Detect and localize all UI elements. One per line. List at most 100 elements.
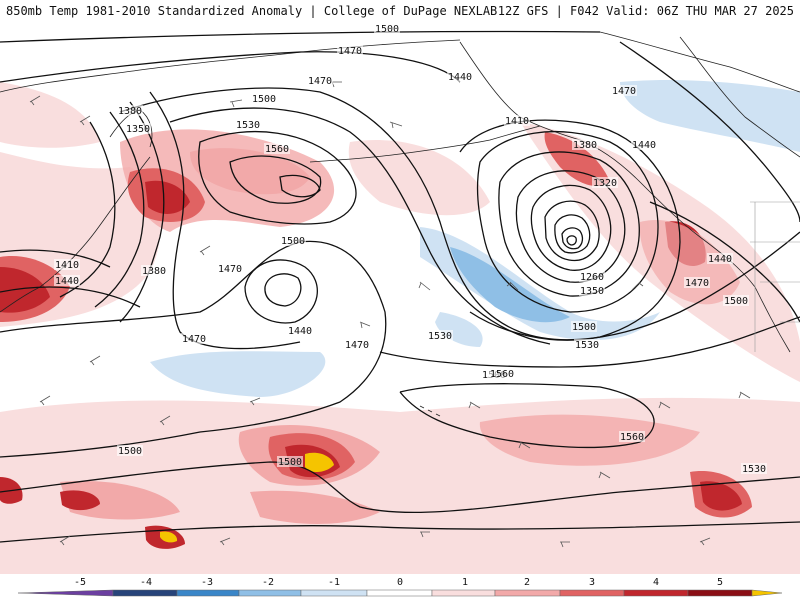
anomaly-area bbox=[60, 481, 180, 520]
height-contour bbox=[554, 214, 591, 254]
colorbar-tick-label: 1 bbox=[462, 577, 468, 588]
header-bar: 850mb Temp 1981-2010 Standardized Anomal… bbox=[0, 0, 800, 22]
contour-label-bg bbox=[117, 445, 143, 456]
contour-label: 1500 bbox=[724, 296, 748, 307]
wind-barb bbox=[389, 121, 403, 129]
contour-label: 1560 bbox=[490, 369, 514, 380]
colorbar-tick-label: 2 bbox=[524, 577, 530, 588]
wind-barb bbox=[359, 321, 371, 329]
anomaly-area bbox=[60, 490, 100, 511]
contour-label-bg bbox=[117, 105, 143, 116]
contour-label: 1440 bbox=[448, 72, 472, 83]
anomaly-area bbox=[0, 267, 50, 313]
wind-barb bbox=[89, 355, 101, 366]
coastline bbox=[679, 36, 800, 158]
colorbar-swatch bbox=[623, 589, 689, 597]
height-contour bbox=[59, 121, 116, 298]
wind-barb bbox=[598, 471, 611, 479]
contour-label: 1500 bbox=[278, 457, 302, 468]
height-contour bbox=[0, 286, 141, 308]
anomaly-area bbox=[639, 220, 740, 305]
wind-barb bbox=[199, 245, 211, 256]
anomaly-area bbox=[479, 414, 700, 466]
anomaly-shading bbox=[0, 80, 800, 574]
coastline bbox=[419, 405, 441, 417]
contour-label: 1440 bbox=[288, 326, 312, 337]
height-contour bbox=[0, 30, 601, 43]
contour-label: 1380 bbox=[118, 106, 142, 117]
anomaly-area bbox=[620, 80, 800, 152]
wind-barb bbox=[39, 395, 51, 406]
contour-label-bg bbox=[427, 330, 453, 341]
colorbar-swatch bbox=[751, 589, 783, 597]
colorbar: -5 -4 -3 -2 -1 0 1 2 3 4 5 bbox=[17, 577, 783, 597]
anomaly-area bbox=[348, 140, 490, 216]
contour-label-bg bbox=[217, 263, 243, 274]
anomaly-area bbox=[150, 351, 326, 397]
contour-label: 1410 bbox=[55, 260, 79, 271]
colorbar-swatch bbox=[559, 589, 625, 597]
wind-barb bbox=[249, 397, 261, 406]
contour-label-bg bbox=[125, 123, 151, 134]
height-contour bbox=[279, 174, 321, 198]
colorbar-tick-label: -3 bbox=[201, 577, 213, 588]
contour-label-bg bbox=[54, 275, 80, 286]
contour-label: 1500 bbox=[118, 446, 142, 457]
wind-barb bbox=[658, 401, 671, 409]
contour-label: 1470 bbox=[612, 86, 636, 97]
contour-label: 1470 bbox=[685, 278, 709, 289]
contour-label-bg bbox=[574, 339, 600, 350]
colorbar-swatch bbox=[238, 589, 302, 597]
colorbar-tick-label: 5 bbox=[717, 577, 723, 588]
contour-label: 1500 bbox=[375, 24, 399, 35]
anomaly-area bbox=[145, 180, 190, 214]
wind-barb bbox=[518, 441, 531, 449]
contour-label-bg bbox=[374, 23, 400, 34]
contour-label-bg bbox=[337, 45, 363, 56]
height-contour bbox=[94, 111, 145, 308]
wind-barb bbox=[631, 281, 644, 291]
colorbar-tick-label: -1 bbox=[328, 577, 340, 588]
map-title: 850mb Temp 1981-2010 Standardized Anomal… bbox=[6, 4, 498, 18]
colorbar-tick-label: -5 bbox=[74, 577, 86, 588]
anomaly-area bbox=[544, 132, 610, 187]
contour-label: 1500 bbox=[252, 94, 276, 105]
contour-label: 1260 bbox=[580, 272, 604, 283]
contour-label: 1440 bbox=[632, 140, 656, 151]
contour-label: 1560 bbox=[620, 432, 644, 443]
wind-barb bbox=[418, 281, 431, 291]
contour-label: 1410 bbox=[505, 116, 529, 127]
wind-barb bbox=[29, 95, 41, 106]
height-contour bbox=[379, 316, 800, 368]
contour-label-bg bbox=[579, 271, 605, 282]
contour-label-bg bbox=[723, 295, 749, 306]
wind-barb bbox=[738, 391, 751, 399]
height-contour bbox=[619, 41, 800, 223]
contour-labels: 1500 1470 1470 1440 1470 1500 1380 1350 1530 1560… bbox=[54, 23, 767, 475]
contour-label: 1530 bbox=[742, 464, 766, 475]
contour-label-bg bbox=[54, 259, 80, 270]
height-contour bbox=[0, 521, 800, 543]
height-contour bbox=[244, 259, 318, 324]
contour-label: 1530 bbox=[575, 340, 599, 351]
colorbar-swatch bbox=[17, 589, 114, 597]
contour-label: 1470 bbox=[218, 264, 242, 275]
run-info: 12Z GFS | F042 Valid: 06Z THU MAR 27 202… bbox=[497, 4, 794, 18]
wind-barb bbox=[468, 401, 481, 409]
contour-label-bg bbox=[707, 253, 733, 264]
anomaly-area bbox=[700, 481, 742, 511]
height-contour bbox=[0, 461, 800, 514]
contour-label: 1380 bbox=[573, 140, 597, 151]
wind-barb bbox=[420, 531, 430, 538]
wind-barb bbox=[699, 537, 711, 546]
border-line bbox=[750, 201, 800, 352]
anomaly-area bbox=[190, 148, 310, 195]
contour-label-bg bbox=[579, 285, 605, 296]
colorbar-swatch bbox=[176, 589, 240, 597]
contour-label-bg bbox=[447, 71, 473, 82]
contour-label: 1470 bbox=[182, 334, 206, 345]
height-contour bbox=[0, 249, 111, 268]
height-contour bbox=[459, 119, 681, 341]
colorbar-tick-label: -2 bbox=[262, 577, 274, 588]
